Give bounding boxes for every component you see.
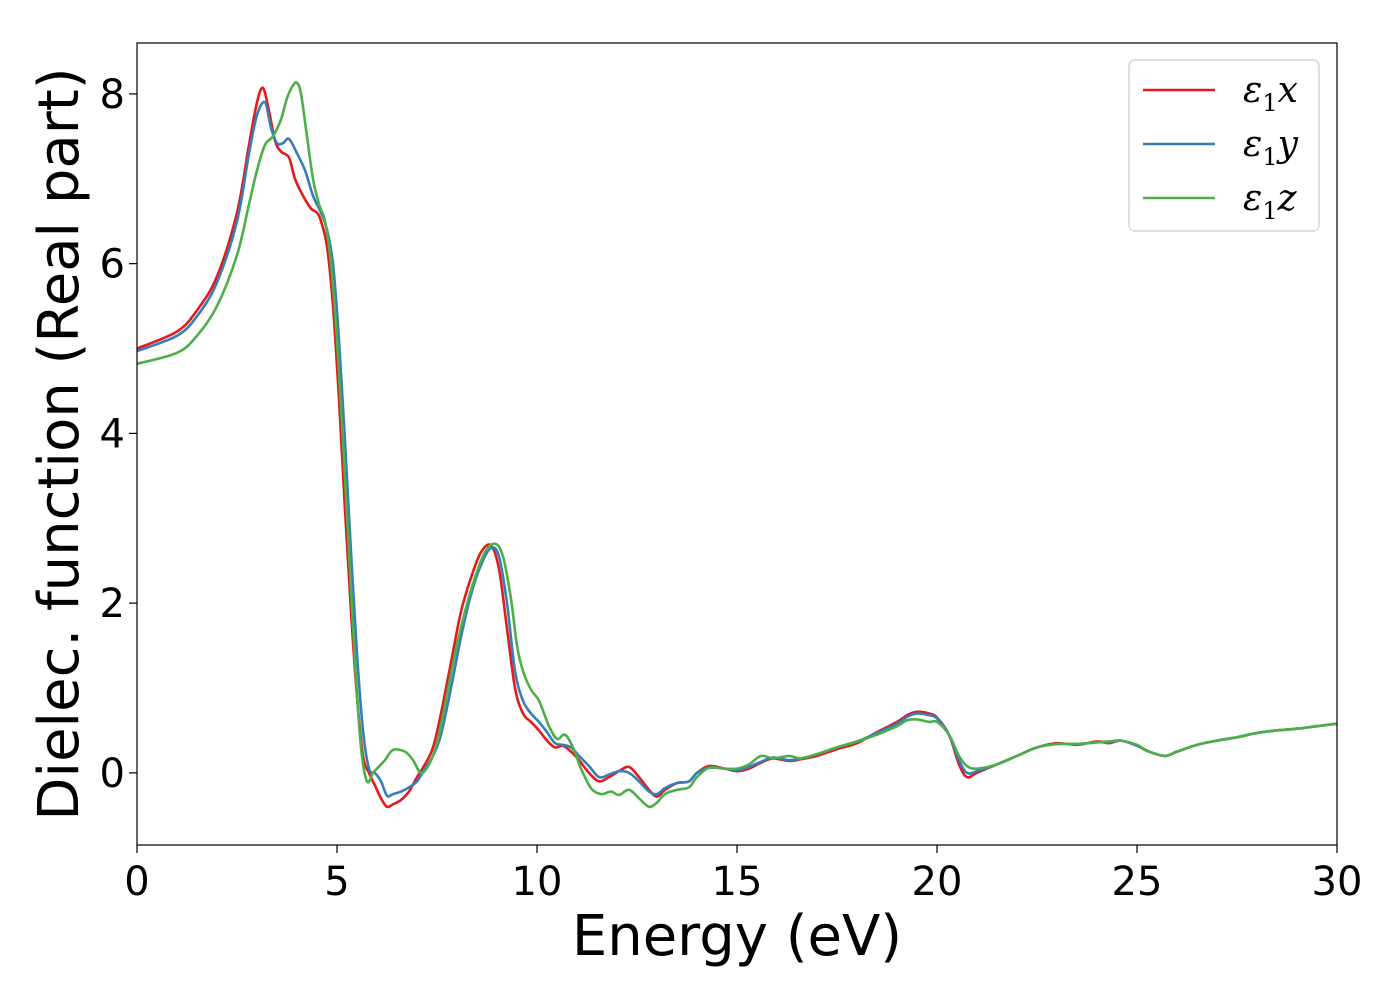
legend-component: y — [1276, 124, 1299, 165]
legend-label-y: ε1y — [1243, 124, 1299, 171]
legend-component: x — [1278, 70, 1298, 111]
legend-box — [1128, 59, 1320, 232]
y-tick-label: 0 — [100, 751, 125, 797]
y-tick-label: 6 — [100, 242, 125, 288]
x-tick-label: 20 — [912, 859, 963, 905]
series-layer — [137, 81, 1337, 809]
y-axis-label: Dielec. function (Real part) — [27, 67, 92, 820]
x-tick-label: 15 — [712, 859, 763, 905]
legend-subscript: 1 — [1262, 143, 1277, 171]
y-tick-label: 4 — [100, 411, 125, 457]
series-line-z — [137, 81, 1337, 809]
legend-subscript: 1 — [1262, 197, 1277, 225]
y-tick-label: 2 — [100, 581, 125, 627]
legend-symbol: ε — [1243, 178, 1262, 219]
legend-symbol: ε — [1243, 70, 1262, 111]
x-tick-label: 5 — [324, 859, 349, 905]
x-tick-label: 10 — [512, 859, 563, 905]
y-tick-label: 8 — [100, 72, 125, 118]
tick-layer: 0 5 10 15 20 25 30 0 2 4 6 8 — [100, 72, 1363, 905]
x-tick-label: 0 — [124, 859, 149, 905]
legend-symbol: ε — [1243, 124, 1262, 165]
x-tick-label: 30 — [1312, 859, 1363, 905]
legend-label-z: ε1z — [1243, 178, 1298, 225]
x-axis-label: Energy (eV) — [572, 904, 902, 969]
legend-component: z — [1277, 178, 1298, 219]
legend-subscript: 1 — [1262, 89, 1277, 117]
x-tick-label: 25 — [1112, 859, 1163, 905]
legend-label-x: ε1x — [1243, 70, 1298, 117]
